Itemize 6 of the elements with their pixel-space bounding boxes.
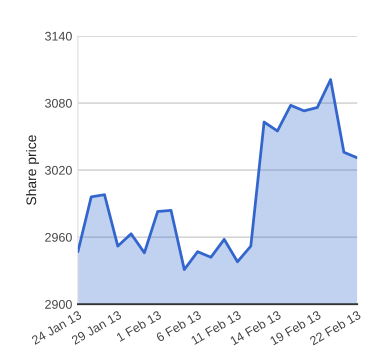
y-tick-label: 3080 [45, 98, 72, 108]
y-tick-label: 3140 [45, 32, 72, 41]
y-tick-label: 2960 [45, 232, 72, 242]
y-tick-label: 3020 [45, 166, 72, 175]
y-axis-title: Share price [26, 135, 39, 205]
y-tick-label: 2900 [45, 300, 72, 309]
